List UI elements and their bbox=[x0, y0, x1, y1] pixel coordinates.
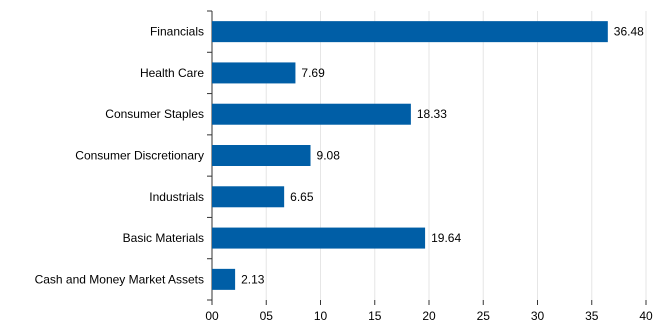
bar bbox=[212, 227, 426, 249]
x-tick-label: 35 bbox=[585, 309, 599, 323]
x-tick-label: 25 bbox=[477, 309, 491, 323]
bar bbox=[212, 145, 311, 166]
x-tick-label: 20 bbox=[422, 309, 436, 323]
x-tick-label: 05 bbox=[260, 309, 274, 323]
x-tick-label: 15 bbox=[368, 309, 382, 323]
category-label: Consumer Discretionary bbox=[75, 149, 204, 163]
category-label: Cash and Money Market Assets bbox=[35, 272, 204, 286]
bar bbox=[212, 186, 285, 208]
x-tick-label: 40 bbox=[639, 309, 653, 323]
value-label: 6.65 bbox=[290, 190, 314, 204]
bar bbox=[212, 62, 296, 84]
value-label: 19.64 bbox=[431, 231, 461, 245]
value-label: 9.08 bbox=[317, 149, 341, 163]
category-label: Basic Materials bbox=[123, 231, 204, 245]
value-label: 36.48 bbox=[614, 25, 644, 39]
bar bbox=[212, 21, 608, 43]
x-tick-label: 00 bbox=[205, 309, 219, 323]
bar bbox=[212, 103, 411, 125]
value-label: 2.13 bbox=[241, 272, 265, 286]
x-tick-label: 30 bbox=[531, 309, 545, 323]
category-label: Consumer Staples bbox=[105, 107, 204, 121]
value-label: 18.33 bbox=[417, 107, 447, 121]
bar bbox=[212, 268, 236, 290]
category-label: Health Care bbox=[140, 66, 204, 80]
category-label: Industrials bbox=[149, 190, 204, 204]
value-label: 7.69 bbox=[301, 66, 325, 80]
x-tick-label: 10 bbox=[314, 309, 328, 323]
category-label: Financials bbox=[150, 25, 204, 39]
